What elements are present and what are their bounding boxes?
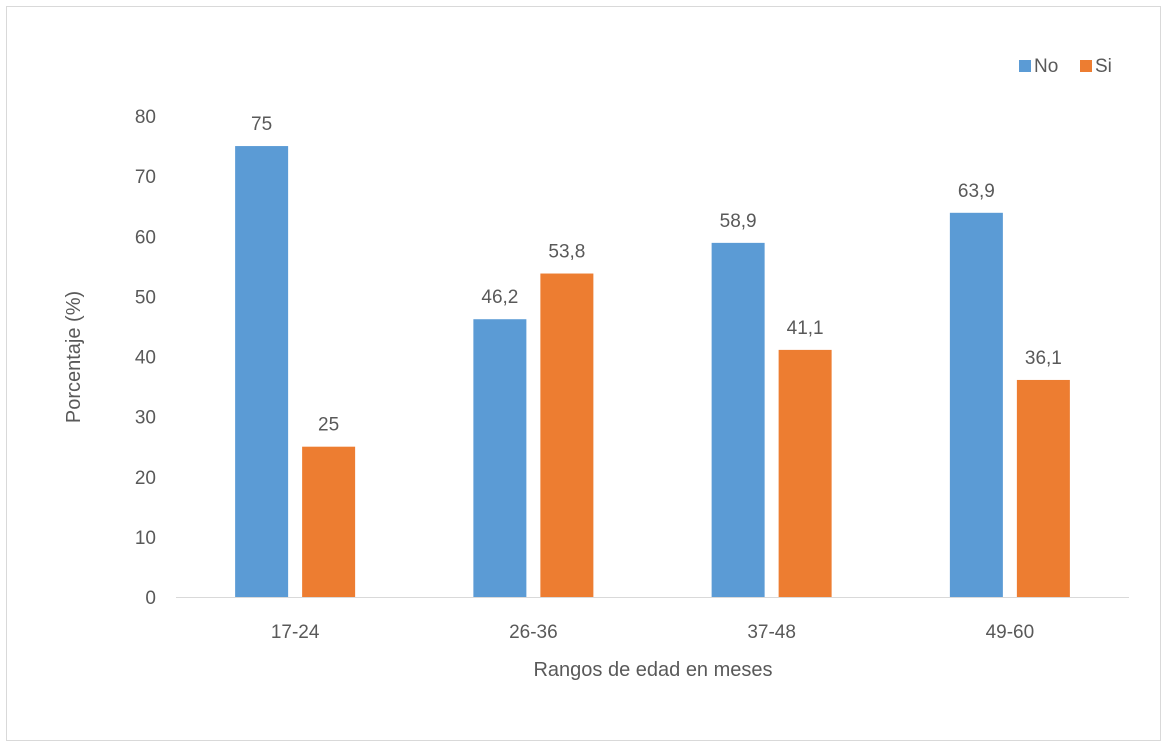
data-label: 63,9 — [958, 181, 995, 202]
bar-si-37-48 — [778, 349, 832, 597]
x-axis-label: Rangos de edad en meses — [533, 659, 772, 681]
data-labels: 75 25 46,2 53,8 58,9 41,1 63,9 36,1 — [251, 114, 1062, 436]
bar-no-26-36 — [473, 319, 527, 597]
legend-label-no: No — [1034, 56, 1058, 77]
data-label: 36,1 — [1025, 348, 1062, 369]
y-tick-label: 40 — [135, 348, 156, 369]
y-tick-label: 80 — [135, 107, 156, 128]
y-tick-label: 20 — [135, 468, 156, 489]
y-tick-label: 50 — [135, 287, 156, 308]
x-tick-label: 49-60 — [986, 622, 1035, 643]
data-label: 41,1 — [787, 318, 824, 339]
legend-swatch-si — [1080, 60, 1092, 72]
y-axis-label: Porcentaje (%) — [63, 291, 85, 423]
y-tick-label: 10 — [135, 528, 156, 549]
legend-label-si: Si — [1095, 56, 1112, 77]
y-tick-label: 0 — [145, 588, 156, 609]
y-tick-label: 60 — [135, 227, 156, 248]
bars — [235, 146, 1070, 597]
legend-swatch-no — [1019, 60, 1031, 72]
bar-si-17-24 — [302, 446, 356, 597]
bar-no-37-48 — [711, 242, 765, 597]
y-tick-label: 30 — [135, 408, 156, 429]
x-axis-ticks: 17-24 26-36 37-48 49-60 — [271, 622, 1034, 643]
y-tick-label: 70 — [135, 167, 156, 188]
data-label: 75 — [251, 114, 272, 135]
legend: No Si — [1019, 56, 1112, 77]
bar-si-26-36 — [540, 273, 594, 597]
bar-si-49-60 — [1016, 379, 1070, 597]
data-label: 46,2 — [481, 287, 518, 308]
data-label: 58,9 — [720, 211, 757, 232]
bar-no-49-60 — [949, 212, 1003, 597]
y-axis-ticks: 0 10 20 30 40 50 60 70 80 — [135, 107, 156, 609]
bar-no-17-24 — [235, 146, 289, 597]
data-label: 25 — [318, 415, 339, 436]
x-tick-label: 37-48 — [747, 622, 796, 643]
x-tick-label: 26-36 — [509, 622, 558, 643]
data-label: 53,8 — [548, 242, 585, 263]
x-tick-label: 17-24 — [271, 622, 320, 643]
